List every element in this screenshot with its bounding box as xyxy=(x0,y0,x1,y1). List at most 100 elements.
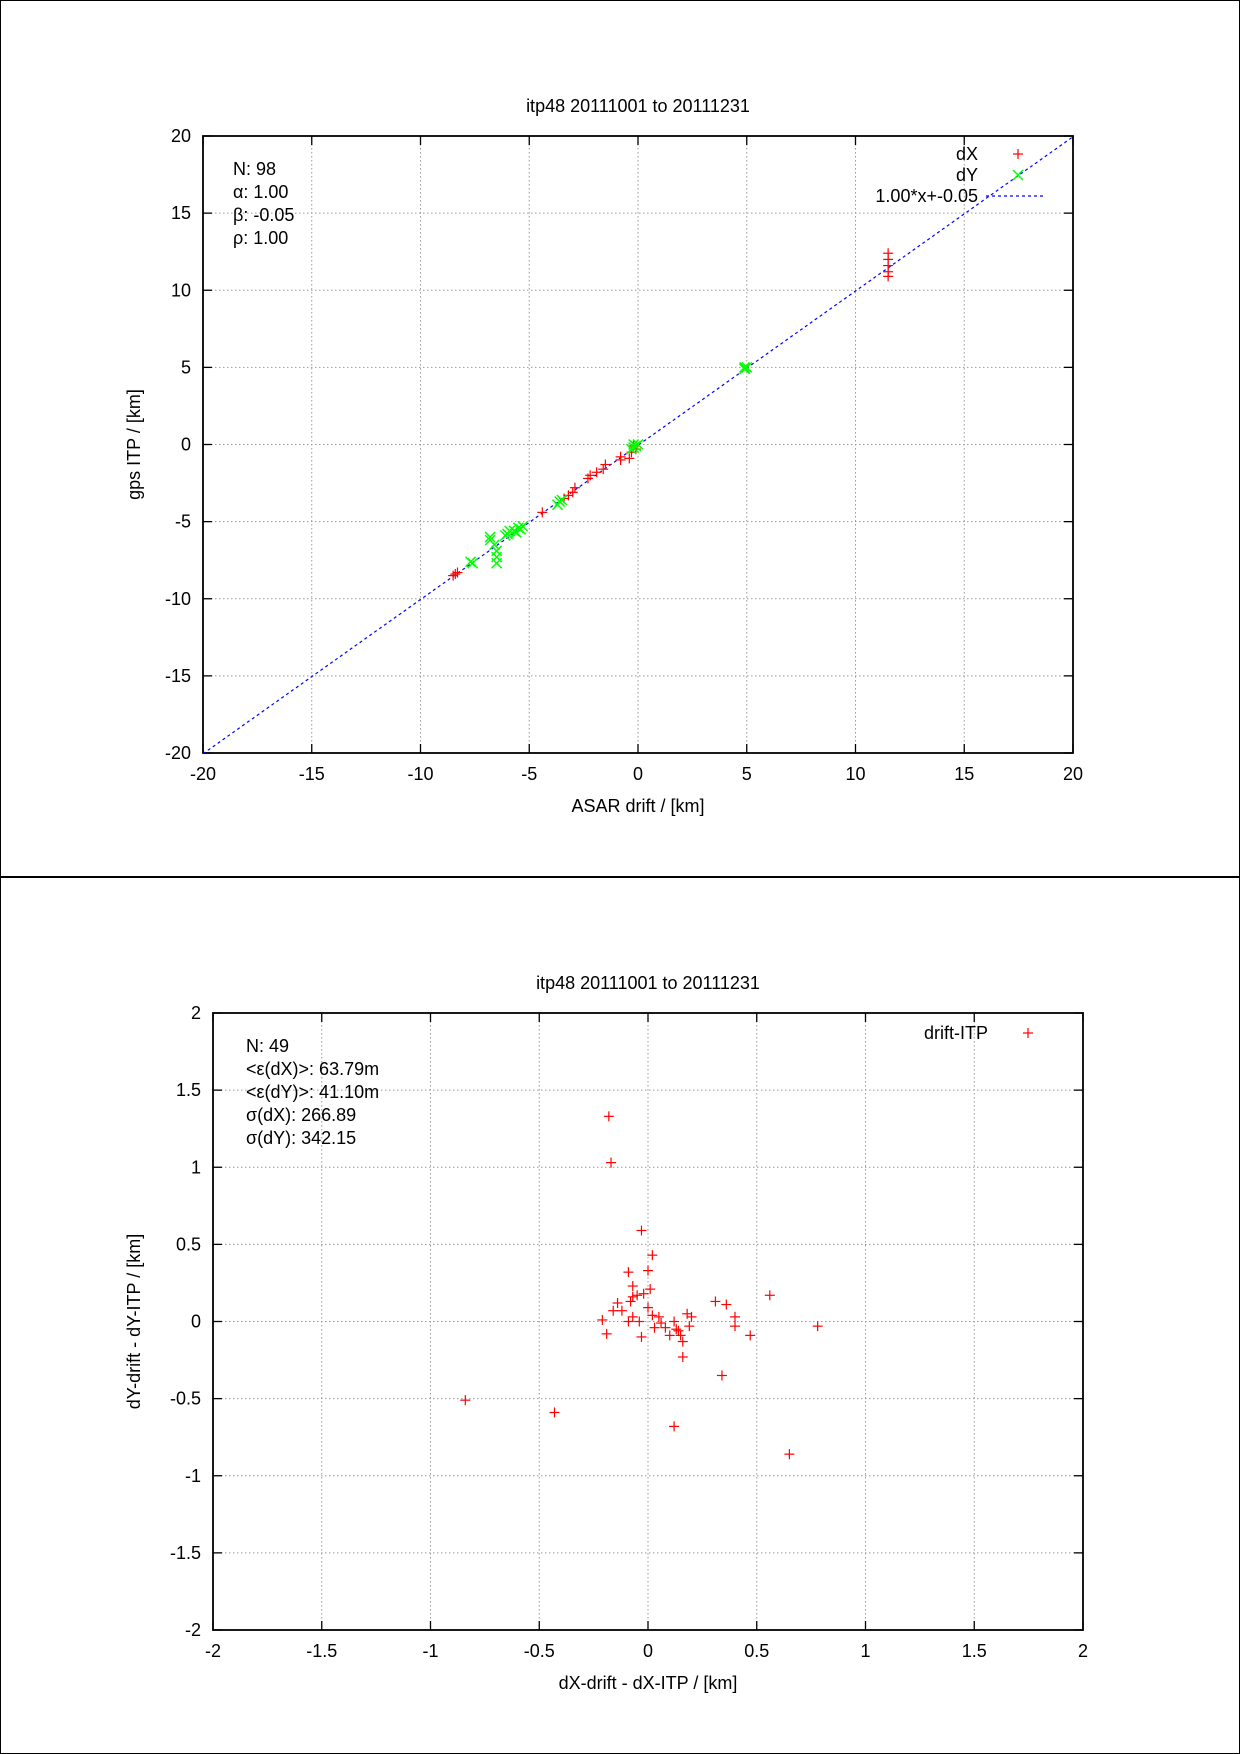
data-point-drift-ITP xyxy=(623,1267,634,1278)
data-point-dX xyxy=(600,459,611,470)
data-point-drift-ITP xyxy=(673,1325,684,1336)
data-point-dY xyxy=(632,438,644,451)
plot-area xyxy=(203,136,1073,753)
data-point-drift-ITP xyxy=(745,1330,756,1341)
x-tick-label: 5 xyxy=(742,764,752,784)
x-tick-label: 15 xyxy=(954,764,974,784)
x-tick-label: -2 xyxy=(205,1641,221,1661)
x-tick-label: -10 xyxy=(407,764,433,784)
y-tick-label: 0 xyxy=(191,1312,201,1332)
legend-label: 1.00*x+-0.05 xyxy=(875,186,978,206)
data-point-drift-ITP xyxy=(643,1302,653,1313)
data-point-drift-ITP xyxy=(730,1311,740,1322)
y-tick-label: 15 xyxy=(171,203,191,223)
stats-line: β: -0.05 xyxy=(233,205,294,225)
data-point-dY xyxy=(467,557,479,569)
y-tick-label: 1 xyxy=(191,1157,201,1177)
y-tick-label: -1 xyxy=(185,1466,201,1486)
x-axis-label: dX-drift - dX-ITP / [km] xyxy=(559,1673,738,1693)
data-point-drift-ITP xyxy=(627,1311,638,1322)
data-point-drift-ITP xyxy=(730,1321,740,1332)
stats-line: <ε(dX)>: 63.79m xyxy=(246,1059,379,1079)
y-axis-label: gps ITP / [km] xyxy=(124,389,144,500)
legend-label: dX xyxy=(956,144,978,164)
data-point-dX xyxy=(582,473,593,484)
chart-panel-top: -20 -15 -10 -5 0 5 10 15 20 -20 -15 -10 -5 0 5 10 15 20 it… xyxy=(0,0,1240,876)
data-point-drift-ITP xyxy=(616,1305,627,1316)
legend-label: dY xyxy=(956,165,978,185)
data-point-drift-ITP xyxy=(710,1296,721,1307)
panel-divider xyxy=(0,876,1240,878)
data-point-drift-ITP xyxy=(721,1299,732,1310)
data-point-dX xyxy=(450,569,461,580)
data-point-drift-ITP xyxy=(632,1290,643,1301)
data-point-drift-ITP xyxy=(601,1328,612,1339)
data-point-drift-ITP xyxy=(647,1250,658,1261)
data-point-drift-ITP xyxy=(549,1407,560,1418)
data-point-dX xyxy=(598,464,609,475)
legend-marker xyxy=(1012,169,1024,181)
data-point-drift-ITP xyxy=(634,1316,645,1327)
scatter-chart-residuals: -2 -1.5 -1 -0.5 0 0.5 1 1.5 2 -2 -1.5 -1 -0.5 0 0.5 1 1.… xyxy=(124,973,1088,1693)
x-tick-label: 0 xyxy=(643,1641,653,1661)
data-point-drift-ITP xyxy=(627,1291,638,1302)
data-point-drift-ITP xyxy=(669,1421,680,1432)
y-tick-label: 2 xyxy=(191,1003,201,1023)
stats-line: σ(dY): 342.15 xyxy=(246,1128,356,1148)
x-tick-label: 10 xyxy=(845,764,865,784)
stats-line: α: 1.00 xyxy=(233,182,288,202)
stats-line: σ(dX): 266.89 xyxy=(246,1105,356,1125)
y-tick-label: -0.5 xyxy=(170,1389,201,1409)
y-tick-label: -5 xyxy=(175,512,191,532)
data-point-drift-ITP xyxy=(664,1330,675,1341)
y-tick-label: -10 xyxy=(165,589,191,609)
data-point-drift-ITP xyxy=(645,1284,656,1295)
data-point-drift-ITP xyxy=(647,1310,658,1321)
data-point-drift-ITP xyxy=(638,1288,649,1299)
x-axis-label: ASAR drift / [km] xyxy=(571,796,704,816)
data-point-drift-ITP xyxy=(649,1322,660,1333)
data-point-drift-ITP xyxy=(606,1157,617,1168)
data-point-drift-ITP xyxy=(677,1351,688,1362)
x-tick-label: -1.5 xyxy=(306,1641,337,1661)
scatter-chart-asar-vs-gps: -20 -15 -10 -5 0 5 10 15 20 -20 -15 -10 -5 0 5 10 15 20 it… xyxy=(124,96,1083,816)
data-point-dX xyxy=(624,453,635,464)
grid-lines xyxy=(213,1013,1083,1630)
data-point-drift-ITP xyxy=(684,1321,695,1332)
data-point-drift-ITP xyxy=(677,1336,688,1347)
data-point-dX xyxy=(883,271,894,282)
data-point-dX xyxy=(452,567,463,578)
data-point-drift-ITP xyxy=(764,1290,775,1301)
y-tick-label: 20 xyxy=(171,126,191,146)
data-point-dY xyxy=(556,494,568,506)
legend-marker xyxy=(1013,149,1023,159)
legend-label: drift-ITP xyxy=(924,1023,988,1043)
data-point-drift-ITP xyxy=(625,1296,636,1307)
legend: drift-ITP xyxy=(924,1023,1033,1043)
data-point-drift-ITP xyxy=(643,1265,653,1276)
y-axis-label: dY-drift - dY-ITP / [km] xyxy=(124,1234,144,1409)
data-point-drift-ITP xyxy=(686,1311,697,1322)
data-point-dY xyxy=(508,525,520,537)
x-tick-label: 0 xyxy=(633,764,643,784)
data-point-dX xyxy=(615,454,626,465)
x-tick-label: -0.5 xyxy=(524,1641,555,1661)
plot-area xyxy=(460,1111,823,1460)
data-point-dY xyxy=(504,525,516,537)
y-tick-label: 0.5 xyxy=(176,1234,201,1254)
data-point-dX xyxy=(537,507,548,518)
data-point-drift-ITP xyxy=(636,1225,647,1236)
y-tick-label: 0 xyxy=(181,435,191,455)
x-tick-label: -5 xyxy=(521,764,537,784)
data-point-drift-ITP xyxy=(656,1318,667,1329)
chart-title: itp48 20111001 to 20111231 xyxy=(536,973,760,993)
chart-panel-bottom: -2 -1.5 -1 -0.5 0 0.5 1 1.5 2 -2 -1.5 -1 -0.5 0 0.5 1 1.… xyxy=(0,877,1240,1754)
x-tick-label: 1.5 xyxy=(962,1641,987,1661)
data-point-drift-ITP xyxy=(812,1321,823,1332)
data-point-dY xyxy=(741,361,753,373)
data-point-dY xyxy=(628,438,640,451)
data-point-dY xyxy=(491,557,503,569)
grid-lines xyxy=(203,136,1073,753)
axis-ticks xyxy=(202,135,1074,754)
data-point-drift-ITP xyxy=(784,1449,795,1460)
